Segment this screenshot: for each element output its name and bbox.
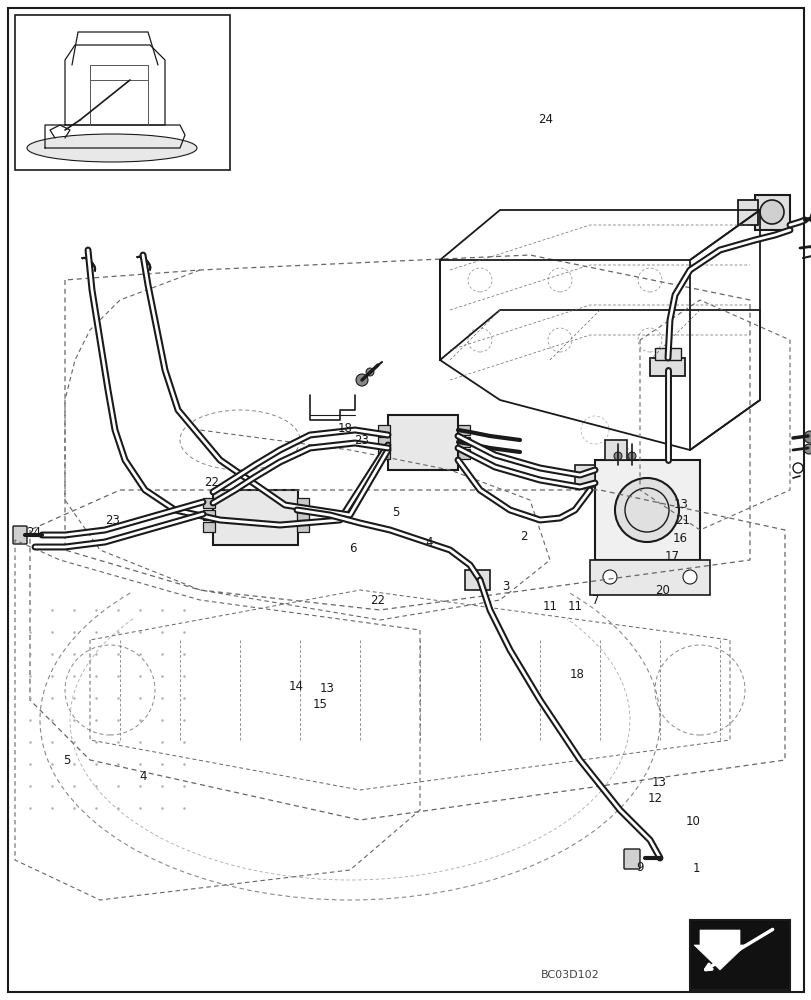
Circle shape xyxy=(792,463,802,473)
Bar xyxy=(465,570,489,590)
Text: 4: 4 xyxy=(425,536,432,550)
Circle shape xyxy=(803,444,811,454)
Text: BC03D102: BC03D102 xyxy=(540,970,599,980)
Text: 9: 9 xyxy=(636,861,643,874)
Bar xyxy=(457,449,470,459)
Text: 15: 15 xyxy=(312,698,327,711)
Bar xyxy=(574,465,594,487)
Text: 13: 13 xyxy=(673,498,688,512)
Text: 11: 11 xyxy=(567,600,581,613)
Bar xyxy=(203,510,215,520)
Bar xyxy=(203,522,215,532)
Text: 11: 11 xyxy=(542,600,556,613)
Bar xyxy=(212,490,298,545)
Text: 5: 5 xyxy=(392,506,399,520)
Bar xyxy=(604,440,626,460)
Text: 23: 23 xyxy=(354,434,368,446)
Text: 18: 18 xyxy=(337,422,352,434)
Circle shape xyxy=(603,570,616,584)
Text: 2: 2 xyxy=(520,530,527,542)
Bar xyxy=(689,920,789,990)
Bar xyxy=(203,498,215,508)
Bar xyxy=(297,510,309,520)
Circle shape xyxy=(627,452,635,460)
Bar xyxy=(654,348,680,360)
Bar xyxy=(378,425,389,435)
Bar xyxy=(590,560,709,595)
Text: 22: 22 xyxy=(204,476,219,488)
Text: 13: 13 xyxy=(320,682,334,694)
Text: 20: 20 xyxy=(654,584,669,597)
Circle shape xyxy=(614,478,678,542)
Bar xyxy=(457,437,470,447)
Text: 22: 22 xyxy=(370,594,384,607)
Text: 14: 14 xyxy=(289,680,303,692)
Text: 6: 6 xyxy=(349,542,356,554)
Text: 23: 23 xyxy=(105,514,120,528)
Bar xyxy=(378,449,389,459)
FancyBboxPatch shape xyxy=(623,849,639,869)
Text: 3: 3 xyxy=(501,580,508,593)
Circle shape xyxy=(803,431,811,443)
Circle shape xyxy=(355,374,367,386)
Bar xyxy=(457,425,470,435)
Polygon shape xyxy=(693,930,745,970)
Circle shape xyxy=(613,452,621,460)
Text: 18: 18 xyxy=(569,668,584,680)
Circle shape xyxy=(682,570,696,584)
Circle shape xyxy=(810,242,811,252)
Bar xyxy=(649,358,684,376)
Text: 17: 17 xyxy=(663,550,678,562)
Bar xyxy=(594,460,699,560)
Bar xyxy=(388,415,457,470)
Text: 7: 7 xyxy=(591,593,599,606)
Circle shape xyxy=(809,211,811,225)
FancyBboxPatch shape xyxy=(13,526,27,544)
Bar xyxy=(737,200,757,225)
Ellipse shape xyxy=(27,134,197,162)
Text: 24: 24 xyxy=(26,526,41,540)
Text: 24: 24 xyxy=(538,113,552,126)
Bar xyxy=(378,437,389,447)
Text: 16: 16 xyxy=(672,532,686,546)
Text: 1: 1 xyxy=(692,862,699,876)
Bar xyxy=(15,15,230,170)
Bar xyxy=(297,498,309,508)
Text: 21: 21 xyxy=(675,514,689,528)
Text: 10: 10 xyxy=(685,815,700,828)
Circle shape xyxy=(366,368,374,376)
Bar xyxy=(297,522,309,532)
Text: 12: 12 xyxy=(647,791,662,804)
Text: 5: 5 xyxy=(63,754,71,766)
Circle shape xyxy=(759,200,783,224)
Bar xyxy=(754,195,789,230)
Text: 4: 4 xyxy=(139,770,147,784)
Text: 13: 13 xyxy=(651,776,666,790)
